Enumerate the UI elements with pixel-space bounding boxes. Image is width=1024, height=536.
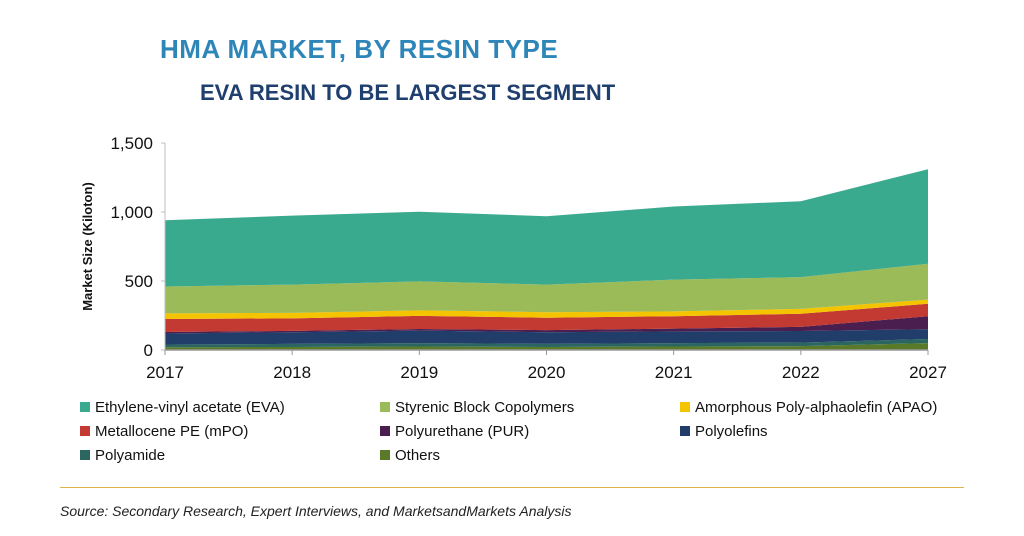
legend-swatch xyxy=(380,426,390,436)
source-note: Source: Secondary Research, Expert Inter… xyxy=(60,503,572,519)
y-axis-label: Market Size (Kiloton) xyxy=(80,182,95,311)
legend-label: Metallocene PE (mPO) xyxy=(95,422,249,440)
y-tick-label: 1,000 xyxy=(110,203,153,222)
chart-subtitle: EVA RESIN TO BE LARGEST SEGMENT xyxy=(200,80,616,105)
area-series-polyolefins xyxy=(165,329,928,345)
legend-label: Polyurethane (PUR) xyxy=(395,422,530,440)
legend-swatch xyxy=(380,450,390,460)
area-series-styrenic-block-copolymers xyxy=(165,263,928,314)
chart-legend: Ethylene-vinyl acetate (EVA) Styrenic Blo… xyxy=(80,398,980,464)
x-tick-label: 2017 xyxy=(146,363,184,382)
legend-item-amorphous-poly-alphaolefin-apao: Amorphous Poly-alphaolefin (APAO) xyxy=(680,398,980,416)
legend-label: Styrenic Block Copolymers xyxy=(395,398,575,416)
legend-item-polyurethane-pur: Polyurethane (PUR) xyxy=(380,422,680,440)
legend-label: Ethylene-vinyl acetate (EVA) xyxy=(95,398,285,416)
legend-swatch xyxy=(680,402,690,412)
x-tick-label: 2021 xyxy=(655,363,693,382)
stacked-area-chart: 0 500 1,000 1,500 2017 2018 2019 2020 2021 2022 20… xyxy=(80,134,947,382)
legend-item-others: Others xyxy=(380,446,680,464)
x-tick-label: 2022 xyxy=(782,363,820,382)
y-tick-label: 500 xyxy=(125,272,153,291)
legend-item-polyolefins: Polyolefins xyxy=(680,422,980,440)
legend-swatch xyxy=(80,402,90,412)
legend-label: Polyamide xyxy=(95,446,166,464)
legend-item-polyamide: Polyamide xyxy=(80,446,380,464)
x-tick-label: 2019 xyxy=(400,363,438,382)
legend-item-ethylene-vinyl-acetate-eva: Ethylene-vinyl acetate (EVA) xyxy=(80,398,380,416)
legend-label: Others xyxy=(395,446,441,464)
area-series-others xyxy=(165,343,928,350)
legend-label: Polyolefins xyxy=(695,422,768,440)
x-tick-label: 2027 xyxy=(909,363,947,382)
area-series-metallocene-pe-mpo xyxy=(165,303,928,333)
x-tick-label: 2018 xyxy=(273,363,311,382)
legend-item-styrenic-block-copolymers: Styrenic Block Copolymers xyxy=(380,398,680,416)
area-series-polyurethane-pur xyxy=(165,316,928,334)
legend-swatch xyxy=(80,450,90,460)
legend-item-metallocene-pe-mpo: Metallocene PE (mPO) xyxy=(80,422,380,440)
legend-swatch xyxy=(680,426,690,436)
legend-swatch xyxy=(80,426,90,436)
y-tick-label: 0 xyxy=(144,341,153,360)
legend-swatch xyxy=(380,402,390,412)
area-series-polyamide xyxy=(165,338,928,348)
x-tick-label: 2020 xyxy=(528,363,566,382)
area-series-ethylene-vinyl-acetate-eva xyxy=(165,169,928,287)
y-tick-label: 1,500 xyxy=(110,134,153,153)
chart-title: HMA MARKET, BY RESIN TYPE xyxy=(160,34,559,64)
divider-line xyxy=(60,487,964,488)
legend-label: Amorphous Poly-alphaolefin (APAO) xyxy=(695,398,938,416)
area-series-amorphous-poly-alphaolefin-apao xyxy=(165,299,928,319)
